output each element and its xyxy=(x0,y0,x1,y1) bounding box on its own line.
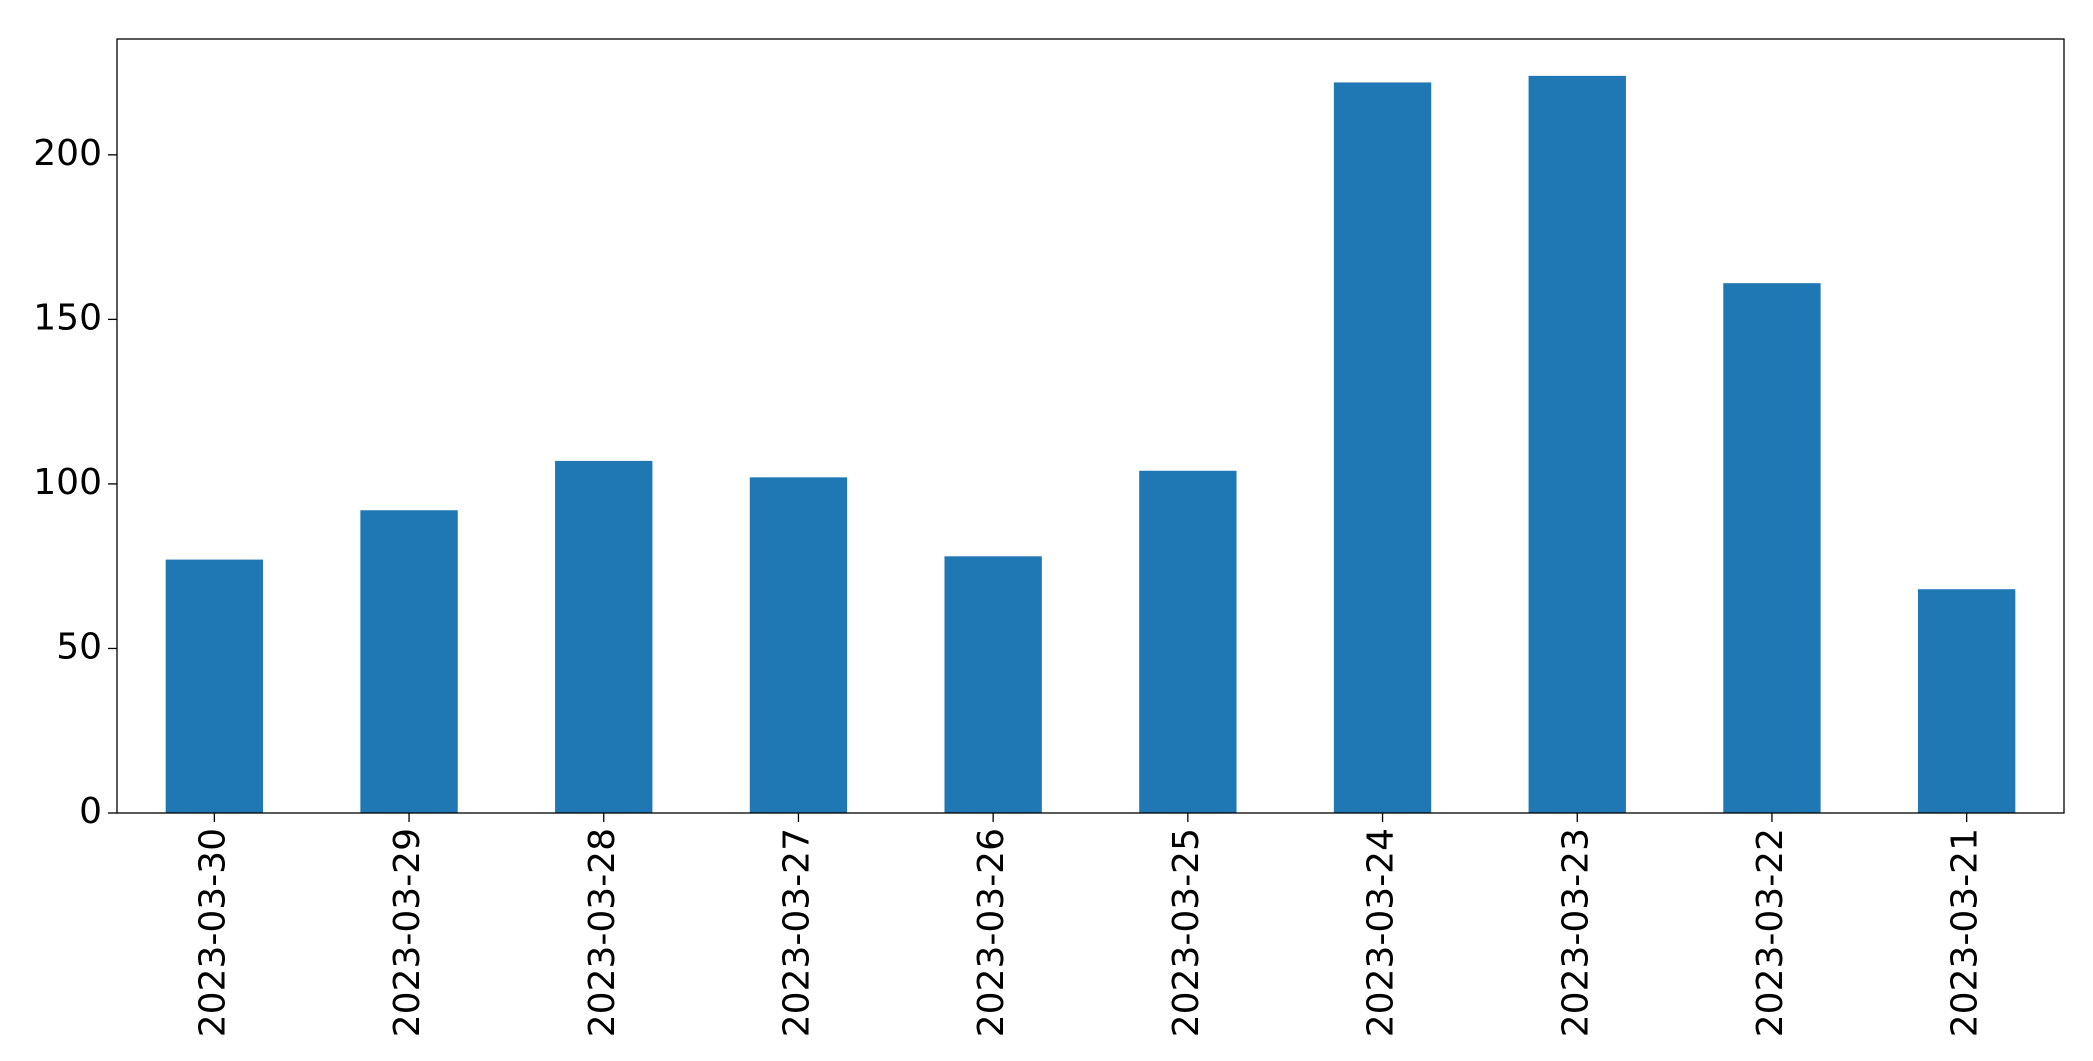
bar xyxy=(1917,589,2016,813)
x-tick-label: 2023-03-29 xyxy=(387,828,428,1037)
bar xyxy=(1333,82,1432,813)
bar xyxy=(944,556,1042,813)
bar xyxy=(1528,75,1626,814)
bar xyxy=(1723,283,1821,813)
bar xyxy=(360,510,458,813)
x-tick-label: 2023-03-25 xyxy=(1166,828,1207,1037)
x-tick-label: 2023-03-22 xyxy=(1750,828,1791,1037)
x-tick-label: 2023-03-28 xyxy=(582,828,623,1037)
x-tick-label: 2023-03-30 xyxy=(192,828,233,1037)
x-tick-label: 2023-03-23 xyxy=(1555,828,1596,1037)
y-tick-label: 200 xyxy=(33,133,102,174)
plot-frame xyxy=(116,38,2065,814)
bar xyxy=(749,477,848,813)
y-tick-label: 150 xyxy=(33,297,102,338)
bar xyxy=(555,460,653,813)
x-tick-label: 2023-03-26 xyxy=(971,828,1012,1037)
y-tick-label: 100 xyxy=(33,462,102,503)
x-tick-label: 2023-03-24 xyxy=(1361,828,1402,1037)
y-tick-label: 0 xyxy=(79,791,102,832)
y-tick-label: 50 xyxy=(56,626,102,667)
x-tick-label: 2023-03-21 xyxy=(1945,828,1986,1037)
bar xyxy=(1139,470,1237,813)
x-tick-label: 2023-03-27 xyxy=(776,828,817,1037)
bar xyxy=(165,559,264,813)
